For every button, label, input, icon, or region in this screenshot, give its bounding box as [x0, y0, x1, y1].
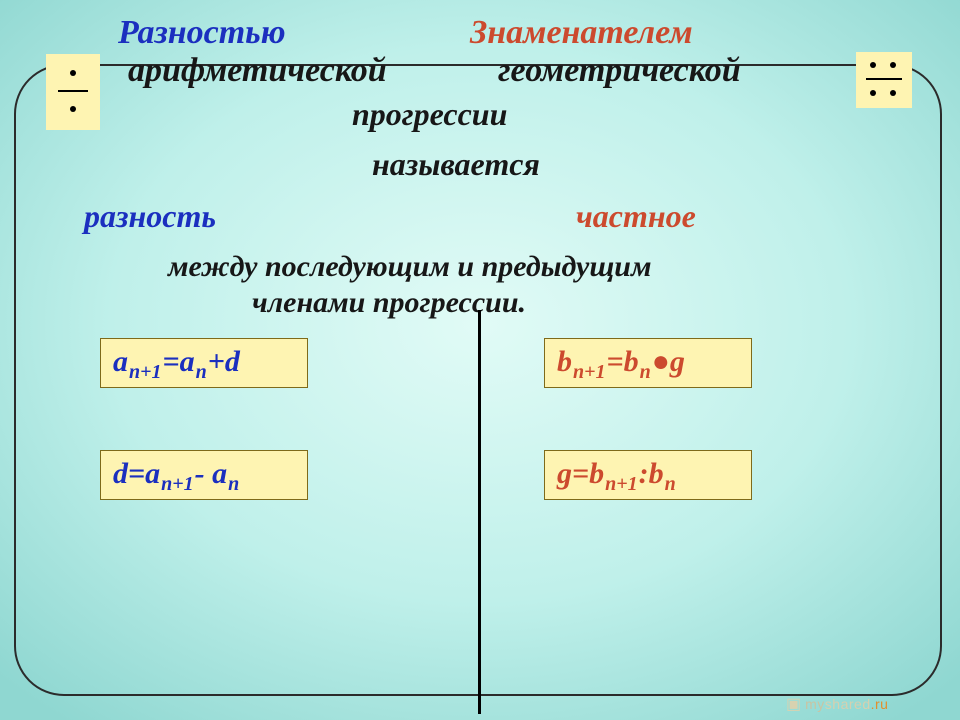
heading-difference: Разностью — [118, 14, 286, 52]
text-called: называется — [372, 146, 540, 183]
formula-arith-recurrence: an+1=an+d — [100, 338, 308, 388]
subheading-arithmetic: арифметической — [128, 52, 387, 90]
formula-geom-ratio: g=bn+1:bn — [544, 450, 752, 500]
text-quotient-word: частное — [576, 198, 696, 235]
heading-denominator: Знаменателем — [470, 14, 693, 52]
subheading-geometric: геометрической — [498, 52, 741, 90]
wm-my: my — [805, 696, 825, 712]
wm-shared: shared — [825, 696, 871, 712]
text-progression: прогрессии — [352, 96, 507, 133]
presentation-icon: ▣ — [786, 694, 801, 714]
formula-geom-recurrence: bn+1=bn ●g — [544, 338, 752, 388]
vertical-divider — [478, 310, 481, 714]
myshared-watermark: ▣ myshared.ru — [786, 694, 888, 714]
text-between-line1: между последующим и предыдущим — [168, 250, 652, 284]
text-between-line2: членами прогрессии. — [252, 286, 526, 320]
wm-ru: .ru — [871, 696, 889, 712]
geometric-marker-icon — [856, 52, 912, 108]
slide-stage: Разностью арифметической Знаменателем ге… — [0, 0, 960, 720]
arithmetic-marker-icon — [46, 54, 100, 130]
text-difference-word: разность — [84, 198, 216, 235]
formula-arith-difference: d=an+1- an — [100, 450, 308, 500]
